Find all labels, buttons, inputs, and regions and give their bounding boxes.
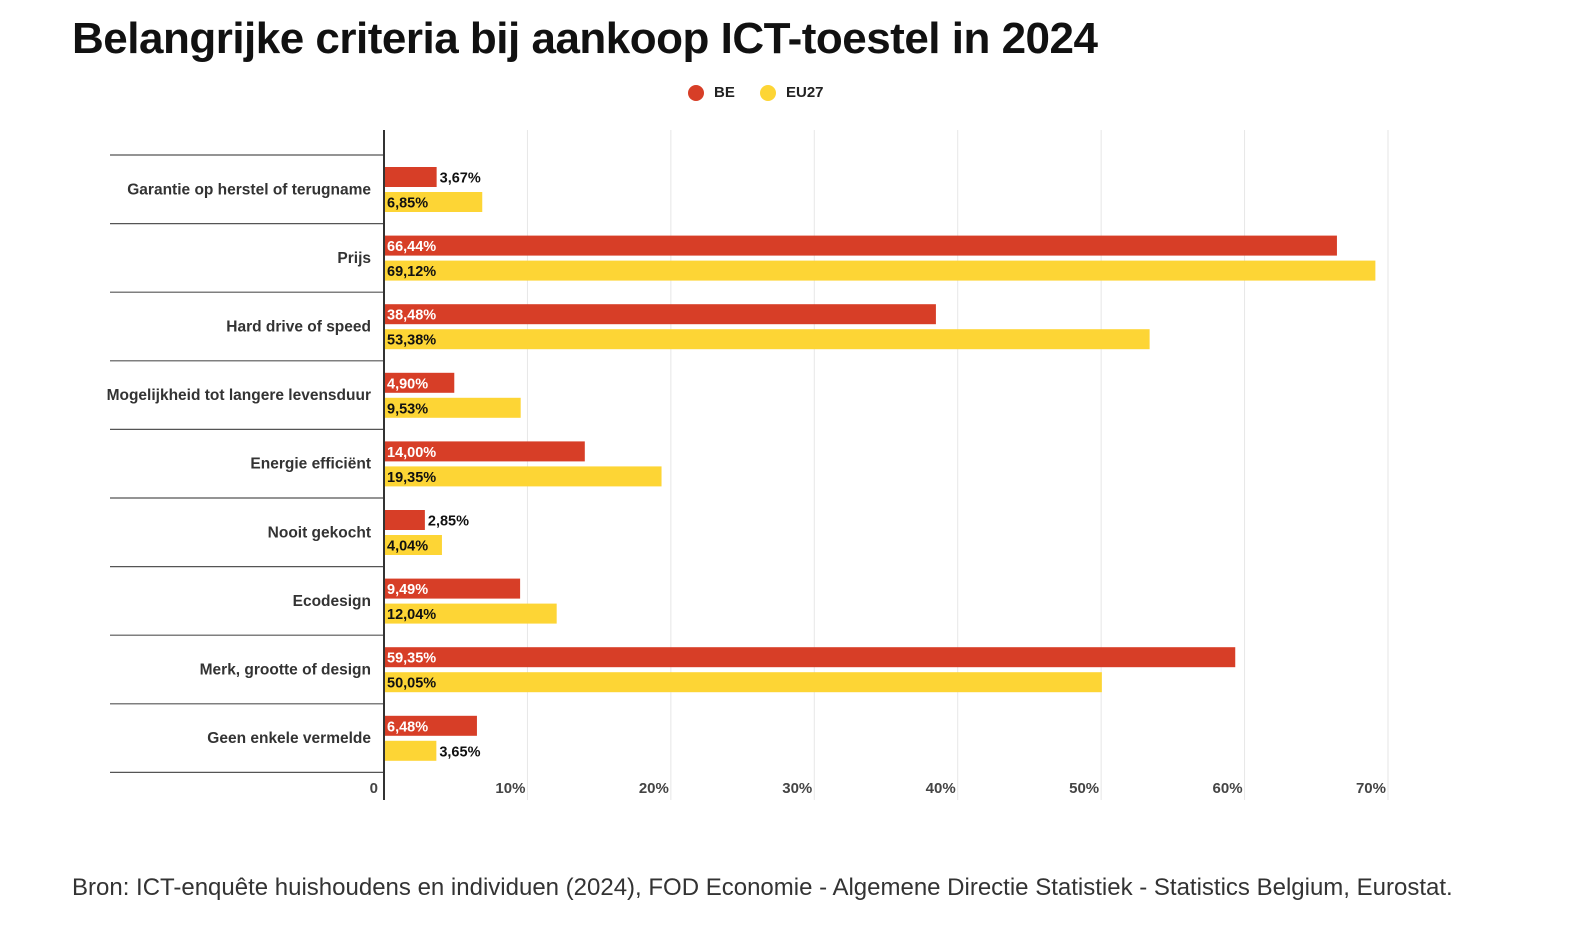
bar-be	[384, 578, 521, 599]
bar-eu27	[384, 397, 521, 418]
data-label-be: 14,00%	[387, 445, 436, 461]
data-label-be: 2,85%	[428, 514, 469, 530]
legend-dot-eu27-icon	[760, 84, 776, 101]
legend-item-be: BE	[688, 84, 735, 101]
x-tick-label: 30%	[782, 780, 812, 797]
bar-be	[384, 510, 425, 530]
data-label-be: 38,48%	[387, 308, 436, 324]
data-label-be: 66,44%	[387, 239, 436, 255]
data-label-eu27: 4,04%	[387, 539, 428, 555]
source-note: Bron: ICT-enquête huishoudens en individ…	[72, 874, 1453, 901]
x-tick-label: 60%	[1213, 780, 1243, 797]
data-label-eu27: 6,85%	[387, 196, 428, 212]
x-tick-label: 0	[370, 780, 378, 797]
x-tick-label: 70%	[1356, 780, 1386, 797]
data-label-eu27: 9,53%	[387, 401, 428, 417]
bar-be	[384, 304, 936, 325]
data-label-eu27: 19,35%	[387, 470, 436, 486]
x-tick-label: 10%	[495, 780, 525, 797]
x-tick-label: 40%	[926, 780, 956, 797]
legend-dot-be-icon	[688, 84, 704, 101]
data-label-eu27: 53,38%	[387, 333, 436, 349]
legend-label-be: BE	[714, 84, 735, 101]
category-label: Mogelijkheid tot langere levensduur	[107, 387, 371, 404]
category-label: Geen enkele vermelde	[207, 730, 371, 747]
bar-be	[384, 372, 455, 393]
data-label-be: 6,48%	[387, 719, 428, 735]
bar-eu27	[384, 466, 662, 487]
data-label-be: 4,90%	[387, 376, 428, 392]
data-label-eu27: 50,05%	[387, 676, 436, 692]
x-tick-label: 50%	[1069, 780, 1099, 797]
category-label: Ecodesign	[293, 593, 371, 610]
data-label-be: 9,49%	[387, 582, 428, 598]
data-label-be: 3,67%	[440, 171, 481, 187]
data-label-be: 59,35%	[387, 651, 436, 667]
bar-eu27	[384, 603, 557, 624]
bar-be	[384, 235, 1337, 256]
legend-item-eu27: EU27	[760, 84, 824, 101]
legend-label-eu27: EU27	[786, 84, 824, 101]
category-label: Nooit gekocht	[268, 524, 371, 541]
bar-be	[384, 441, 585, 462]
category-label: Hard drive of speed	[226, 319, 371, 336]
category-label: Energie efficiënt	[250, 456, 371, 473]
chart-legend: BE EU27	[0, 84, 1594, 108]
data-label-eu27: 12,04%	[387, 607, 436, 623]
x-tick-label: 20%	[639, 780, 669, 797]
data-label-eu27: 69,12%	[387, 264, 436, 280]
data-label-eu27: 3,65%	[439, 744, 480, 760]
bar-be	[384, 647, 1236, 668]
bar-eu27	[384, 535, 442, 555]
category-label: Merk, grootte of design	[200, 662, 371, 679]
bar-be	[384, 715, 477, 736]
bar-eu27	[384, 260, 1376, 281]
category-label: Garantie op herstel of terugname	[127, 181, 371, 198]
bar-eu27	[384, 329, 1150, 350]
category-label: Prijs	[337, 250, 371, 267]
bar-chart: 0 10% 20% 30% 40% 50% 60% 70% Garantie op herste…	[107, 130, 1389, 800]
chart-title: Belangrijke criteria bij aankoop ICT-toe…	[72, 14, 1098, 63]
bar-be	[384, 167, 437, 187]
bar-eu27	[384, 740, 437, 761]
bar-eu27	[384, 192, 483, 212]
bar-eu27	[384, 672, 1102, 693]
